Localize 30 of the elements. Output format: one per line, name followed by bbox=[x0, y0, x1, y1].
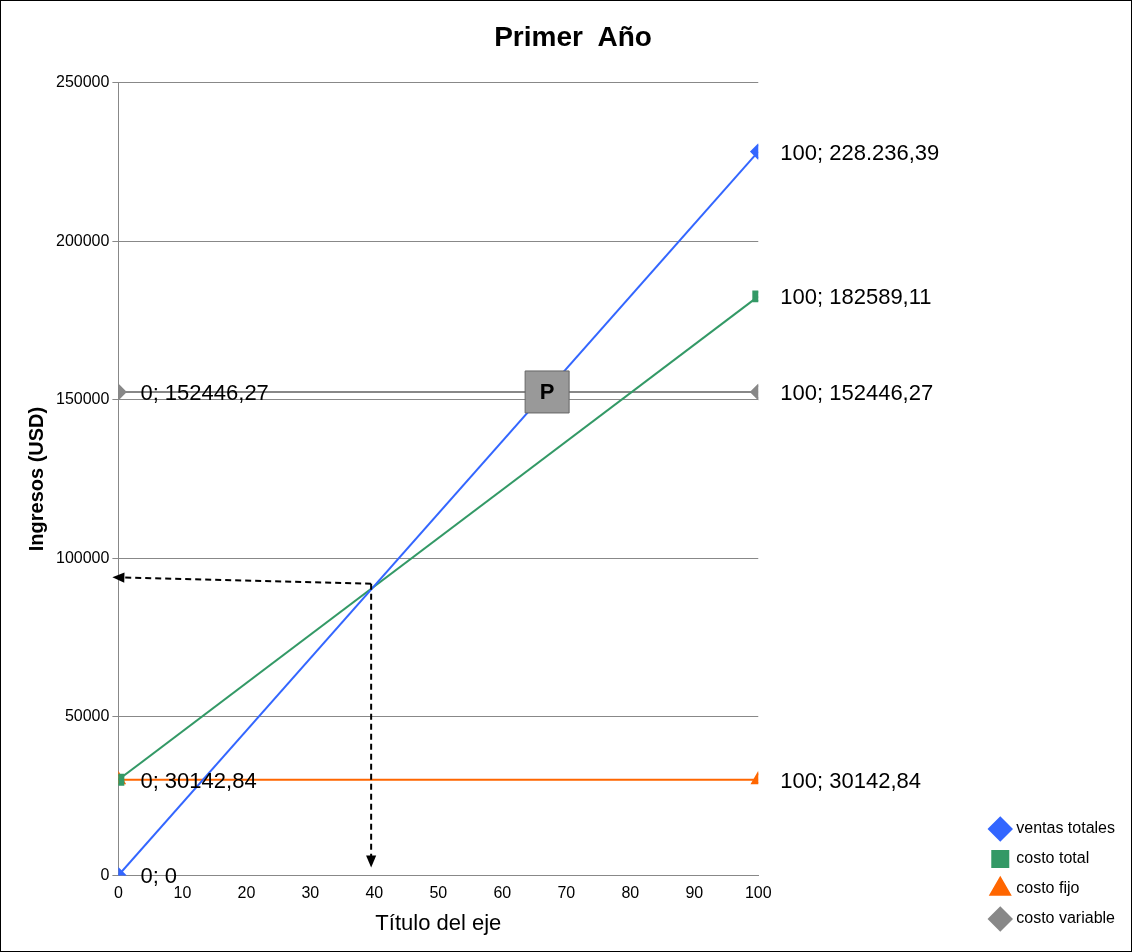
x-tick-label: 70 bbox=[557, 884, 576, 902]
x-tick-label: 30 bbox=[301, 884, 320, 902]
legend-label: ventas totales bbox=[1016, 819, 1116, 837]
x-tick-label: 40 bbox=[365, 884, 384, 902]
x-tick-label: 60 bbox=[493, 884, 512, 902]
y-tick-label: 0 bbox=[100, 865, 110, 883]
y-tick-label: 150000 bbox=[56, 390, 110, 408]
data-label: 100; 182589,11 bbox=[780, 284, 932, 310]
x-tick-label: 0 bbox=[113, 884, 123, 902]
annotation: P bbox=[539, 379, 555, 405]
y-tick-label: 250000 bbox=[56, 73, 110, 91]
data-label: 100; 228.236,39 bbox=[780, 139, 940, 165]
x-tick-label: 50 bbox=[429, 884, 448, 902]
legend-label: costo variable bbox=[1016, 909, 1116, 927]
y-axis-title: Ingresos (USD) bbox=[24, 406, 47, 552]
x-tick-label: 80 bbox=[621, 884, 640, 902]
data-label: 100; 152446,27 bbox=[780, 380, 934, 406]
y-tick-label: 200000 bbox=[56, 231, 110, 249]
x-tick-label: 10 bbox=[173, 884, 192, 902]
x-tick-label: 90 bbox=[685, 884, 704, 902]
chart-title: Primer Año bbox=[494, 20, 652, 52]
x-tick-label: 20 bbox=[237, 884, 256, 902]
x-axis-title: Título del eje bbox=[375, 909, 502, 935]
legend-label: costo fijo bbox=[1016, 879, 1080, 897]
data-label: 100; 30142,84 bbox=[780, 767, 921, 793]
y-tick-label: 100000 bbox=[56, 548, 110, 566]
data-label: 0; 152446,27 bbox=[140, 380, 269, 406]
y-tick-label: 50000 bbox=[64, 707, 110, 725]
x-tick-label: 100 bbox=[744, 884, 772, 902]
legend-label: costo total bbox=[1016, 849, 1090, 867]
